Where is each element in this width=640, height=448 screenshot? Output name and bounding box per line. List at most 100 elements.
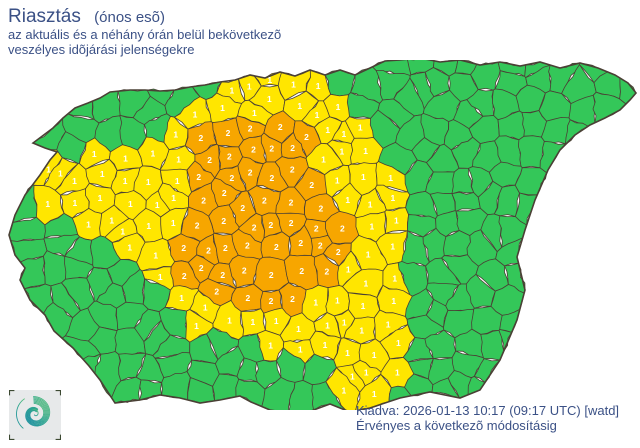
svg-text:2: 2 <box>199 133 204 143</box>
svg-text:1: 1 <box>220 103 225 113</box>
svg-text:1: 1 <box>390 242 395 252</box>
svg-text:1: 1 <box>291 80 296 90</box>
svg-text:2: 2 <box>309 180 314 190</box>
svg-text:1: 1 <box>251 317 256 327</box>
svg-text:2: 2 <box>340 223 345 233</box>
svg-text:1: 1 <box>359 326 364 336</box>
svg-text:2: 2 <box>304 132 309 142</box>
svg-text:2: 2 <box>214 287 219 297</box>
svg-text:1: 1 <box>267 94 272 104</box>
svg-text:1: 1 <box>361 172 366 182</box>
svg-text:2: 2 <box>298 238 303 248</box>
svg-text:1: 1 <box>372 389 377 399</box>
svg-text:1: 1 <box>313 298 318 308</box>
svg-text:1: 1 <box>335 175 340 185</box>
svg-text:1: 1 <box>363 146 368 156</box>
svg-text:1: 1 <box>345 195 350 205</box>
svg-text:2: 2 <box>227 152 232 162</box>
svg-text:1: 1 <box>98 193 103 203</box>
svg-text:1: 1 <box>346 264 351 274</box>
svg-text:2: 2 <box>199 263 204 273</box>
svg-text:1: 1 <box>340 147 345 157</box>
svg-text:1: 1 <box>391 193 396 203</box>
svg-text:2: 2 <box>248 168 253 178</box>
svg-text:1: 1 <box>179 293 184 303</box>
svg-text:1: 1 <box>372 350 377 360</box>
svg-text:1: 1 <box>203 302 208 312</box>
svg-text:1: 1 <box>158 272 163 282</box>
svg-text:2: 2 <box>269 296 274 306</box>
svg-text:1: 1 <box>386 320 391 330</box>
svg-text:2: 2 <box>325 267 330 277</box>
svg-text:1: 1 <box>176 154 181 164</box>
svg-text:1: 1 <box>297 101 302 111</box>
svg-text:1: 1 <box>127 243 132 253</box>
svg-text:1: 1 <box>153 251 158 261</box>
svg-text:2: 2 <box>290 143 295 153</box>
svg-text:2: 2 <box>246 293 251 303</box>
svg-text:2: 2 <box>262 195 267 205</box>
svg-text:1: 1 <box>391 296 396 306</box>
svg-text:1: 1 <box>342 129 347 139</box>
svg-text:1: 1 <box>342 386 347 396</box>
svg-text:2: 2 <box>252 223 257 233</box>
svg-text:1: 1 <box>296 324 301 334</box>
svg-text:1: 1 <box>155 200 160 210</box>
svg-text:1: 1 <box>230 86 235 96</box>
svg-text:2: 2 <box>223 243 228 253</box>
svg-text:1: 1 <box>73 198 78 208</box>
svg-text:1: 1 <box>72 176 77 186</box>
svg-text:1: 1 <box>46 165 51 175</box>
svg-text:1: 1 <box>194 321 199 331</box>
svg-text:2: 2 <box>230 173 235 183</box>
svg-text:2: 2 <box>181 243 186 253</box>
svg-text:1: 1 <box>100 169 105 179</box>
svg-text:2: 2 <box>248 124 253 134</box>
svg-text:1: 1 <box>325 125 330 135</box>
svg-text:2: 2 <box>220 270 225 280</box>
svg-text:1: 1 <box>123 176 128 186</box>
svg-text:2: 2 <box>318 240 323 250</box>
svg-text:1: 1 <box>321 155 326 165</box>
svg-text:2: 2 <box>274 242 279 252</box>
svg-text:2: 2 <box>196 172 201 182</box>
svg-text:2: 2 <box>290 164 295 174</box>
svg-text:1: 1 <box>45 199 50 209</box>
svg-text:1: 1 <box>388 173 393 183</box>
svg-text:2: 2 <box>314 224 319 234</box>
svg-text:2: 2 <box>251 145 256 155</box>
svg-text:2: 2 <box>206 245 211 255</box>
svg-text:2: 2 <box>270 173 275 183</box>
svg-text:2: 2 <box>221 216 226 226</box>
svg-text:1: 1 <box>315 110 320 120</box>
svg-text:1: 1 <box>252 108 257 118</box>
svg-text:1: 1 <box>342 317 347 327</box>
svg-text:1: 1 <box>394 216 399 226</box>
svg-text:2: 2 <box>207 155 212 165</box>
svg-text:1: 1 <box>364 279 369 289</box>
svg-text:2: 2 <box>182 271 187 281</box>
svg-text:2: 2 <box>242 266 247 276</box>
svg-text:2: 2 <box>269 144 274 154</box>
svg-text:1: 1 <box>268 340 273 350</box>
svg-text:1: 1 <box>366 250 371 260</box>
svg-text:1: 1 <box>350 372 355 382</box>
svg-text:2: 2 <box>226 128 231 138</box>
svg-text:1: 1 <box>364 367 369 377</box>
svg-text:1: 1 <box>267 75 272 85</box>
svg-text:1: 1 <box>358 122 363 132</box>
svg-text:2: 2 <box>201 195 206 205</box>
svg-text:1: 1 <box>151 148 156 158</box>
svg-text:1: 1 <box>336 102 341 112</box>
svg-text:2: 2 <box>222 188 227 198</box>
svg-text:1: 1 <box>128 199 133 209</box>
svg-text:2: 2 <box>289 198 294 208</box>
svg-text:1: 1 <box>395 368 400 378</box>
svg-text:1: 1 <box>193 109 198 119</box>
svg-text:2: 2 <box>269 220 274 230</box>
svg-text:1: 1 <box>370 221 375 231</box>
svg-text:1: 1 <box>146 221 151 231</box>
svg-text:1: 1 <box>396 338 401 348</box>
svg-text:1: 1 <box>345 348 350 358</box>
svg-text:1: 1 <box>173 129 178 139</box>
